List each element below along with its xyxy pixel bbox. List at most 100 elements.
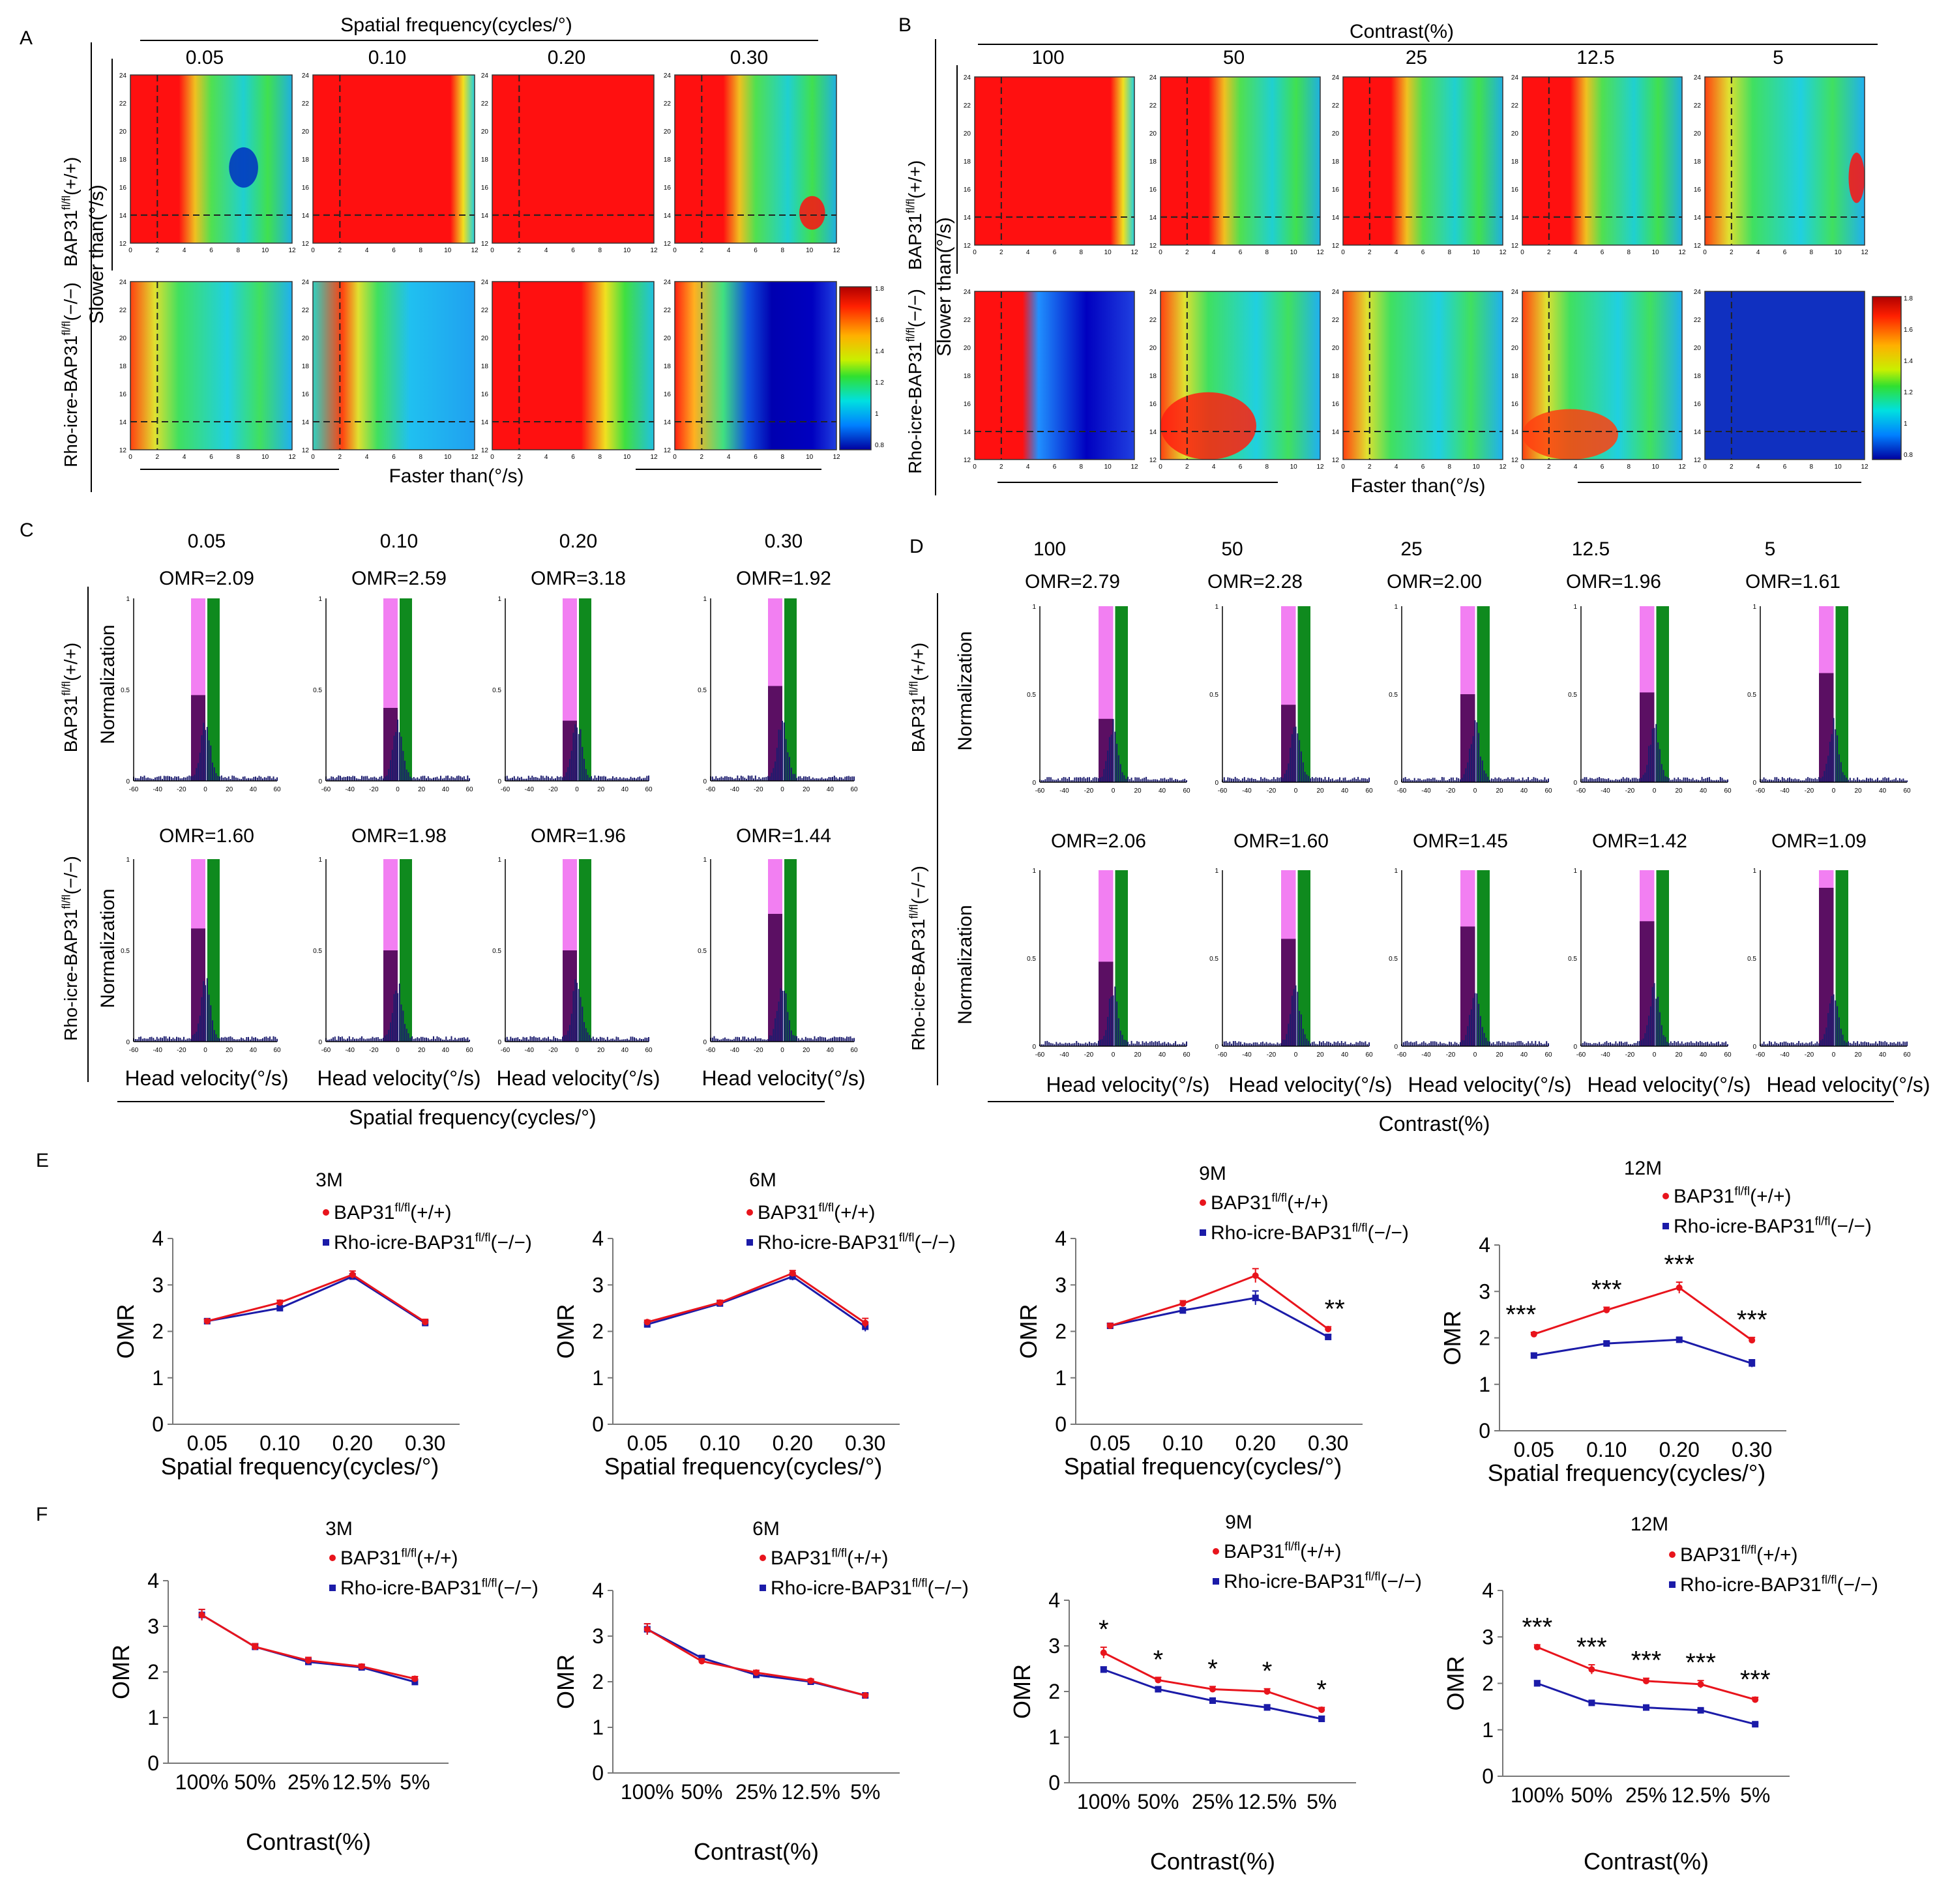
x-tick-label: 8 [237,247,241,254]
y-tick-label: 1 [1573,868,1577,875]
chart-title: 12M [1631,1514,1668,1535]
x-tick-label: 20 [1496,1051,1503,1059]
panel-a-row-wt-rest: (+/+) [61,157,81,196]
y-tick-label: 2 [1482,1672,1494,1695]
histogram-c-wt-velocity-histogram [710,720,855,781]
y-axis-label: OMR [552,1654,579,1709]
x-tick-label: -20 [1446,787,1456,795]
panel-d-col-label: 12.5 [1572,538,1610,560]
x-tick-label: -40 [345,1047,355,1054]
panel-a-col-label: 0.20 [548,47,585,68]
y-tick-label: 0.5 [121,948,130,955]
x-tick-label: 2 [1368,463,1372,471]
x-axis-label: Spatial frequency(cycles/°) [1488,1459,1766,1486]
significance-marker: *** [1505,1300,1536,1329]
y-tick-label: 0.5 [492,687,501,694]
data-point-wt [349,1271,356,1278]
colorbar-tick: 1.4 [875,348,884,355]
y-tick-label: 20 [1332,130,1340,138]
legend-label-wt-rest: (+/+) [1750,1186,1791,1207]
panel-c-omr-ko: OMR=1.60 [159,825,254,847]
x-tick-label: 12 [1678,249,1686,256]
histogram-d-ko-green-band [1297,870,1310,1046]
x-tick-label: 60 [645,786,653,793]
panel-a-row-wt: BAP31fl/fl(+/+) [59,157,81,267]
x-tick-label: 25% [288,1770,329,1794]
legend-marker-ko [1662,1223,1669,1229]
x-tick-label: 10 [1835,249,1842,256]
y-tick-label: 24 [1511,74,1519,81]
data-point-wt [276,1299,284,1306]
colorbar-tick: 1.2 [1904,389,1913,396]
legend-label-wt-rest: (+/+) [1756,1544,1797,1566]
panel-d-ylabel-wt: Normalization [954,631,976,750]
chart-title: 12M [1624,1158,1662,1179]
y-tick-label: 22 [964,317,971,324]
x-tick-label: 4 [1395,463,1398,471]
x-tick-label: 0 [575,786,579,793]
x-tick-label: 0.05 [1514,1438,1554,1461]
x-tick-label: 0 [128,454,132,461]
significance-marker: * [1153,1645,1164,1674]
x-tick-label: 12 [833,247,840,254]
x-tick-label: 0.10 [259,1431,300,1455]
y-tick-label: 0 [1752,780,1756,787]
x-axis-label: Contrast(%) [1150,1848,1275,1875]
y-tick-label: 24 [964,289,971,296]
panel-a-row-wt-sup: fl/fl [59,196,72,210]
x-tick-label: -20 [1625,1051,1635,1059]
x-tick-label: 6 [1239,463,1243,471]
histogram-c-wt: -60 -40 -20 0 20 40 60 0 0.5 1 [492,596,653,793]
x-tick-label: 4 [1212,249,1216,256]
panel-a-row-ko: Rho-icre-BAP31fl/fl(−/−) [59,282,81,467]
y-tick-label: 18 [302,156,310,164]
y-tick-label: 1 [703,857,707,864]
x-tick-label: 12 [833,454,840,461]
y-tick-label: 18 [1332,373,1340,380]
legend-label-wt: BAP31fl/fl(+/+) [771,1546,889,1569]
data-point-wt [358,1663,365,1670]
x-tick-label: 20 [1854,787,1862,795]
panel-d-row-ko-rest: (−/−) [908,866,928,904]
histogram-c-ko: -60 -40 -20 0 20 40 60 0 0.5 1 [121,857,281,1054]
x-tick-label: 6 [1783,463,1787,471]
panel-d-omr-ko: OMR=1.09 [1771,830,1867,852]
y-tick-label: 20 [1694,130,1702,138]
heatmap-b-ko-blob [1160,392,1256,460]
y-tick-label: 0.5 [1027,956,1036,963]
data-point-wt [643,1319,651,1326]
x-tick-label: 0.05 [187,1431,228,1455]
x-tick-label: 4 [1756,249,1760,256]
data-point-ko [1100,1666,1107,1673]
x-tick-label: 0 [311,247,315,254]
panel-b-row-wt-rest: (+/+) [905,160,925,199]
y-tick-label: 14 [481,212,489,220]
y-tick-label: 0 [126,1039,130,1046]
y-tick-label: 16 [1332,186,1340,194]
x-tick-label: 0.05 [1090,1431,1130,1455]
x-tick-label: 20 [597,786,605,793]
histogram-c-wt-green-band [207,598,220,781]
y-tick-label: 20 [1149,345,1157,352]
heatmap-b-ko-fill [1343,291,1503,460]
panel-d-xlabel: Head velocity(°/s) [1408,1073,1571,1096]
panel-c-omr-ko: OMR=1.98 [351,825,447,847]
y-tick-label: 22 [1149,317,1157,324]
x-tick-label: 60 [1903,787,1911,795]
x-tick-label: -40 [1059,787,1069,795]
x-tick-label: 40 [1341,1051,1349,1059]
x-tick-label: 0.30 [845,1431,885,1455]
x-tick-label: 0 [1832,1051,1836,1059]
panel-c-row-wt-sup: fl/fl [59,681,72,696]
x-tick-label: -60 [706,786,716,793]
x-tick-label: 8 [1627,463,1631,471]
y-tick-label: 1 [1032,868,1036,875]
y-tick-label: 14 [1511,214,1519,222]
y-tick-label: 22 [1511,102,1519,110]
y-tick-label: 2 [152,1320,164,1343]
x-tick-label: 50% [1571,1783,1612,1807]
x-axis-label: Contrast(%) [1584,1848,1709,1875]
